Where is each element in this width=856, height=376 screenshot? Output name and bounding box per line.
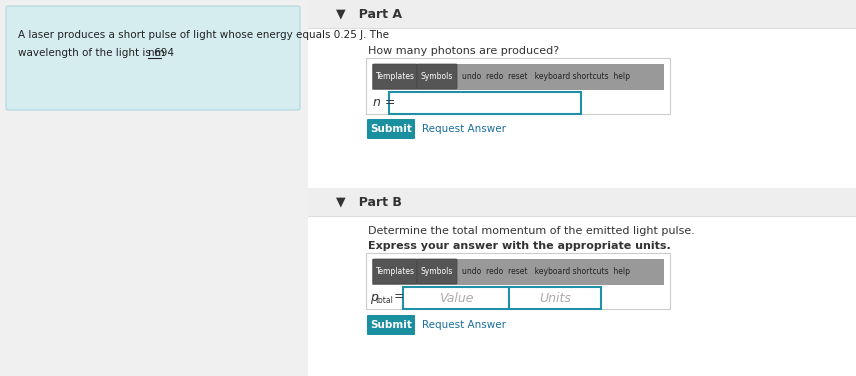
Text: Symbols: Symbols bbox=[421, 72, 453, 81]
FancyBboxPatch shape bbox=[373, 259, 417, 284]
FancyBboxPatch shape bbox=[6, 6, 300, 110]
Text: undo  redo  reset   keyboard shortcuts  help: undo redo reset keyboard shortcuts help bbox=[462, 267, 630, 276]
Text: =: = bbox=[394, 291, 405, 303]
Text: ▼   Part B: ▼ Part B bbox=[336, 196, 401, 209]
Bar bbox=[308, 188, 856, 216]
Text: n =: n = bbox=[373, 96, 395, 109]
FancyBboxPatch shape bbox=[367, 315, 415, 335]
Bar bbox=[308, 216, 856, 376]
Text: Submit: Submit bbox=[370, 320, 412, 330]
Text: nm: nm bbox=[147, 48, 164, 58]
Bar bbox=[308, 188, 856, 190]
Text: Express your answer with the appropriate units.: Express your answer with the appropriate… bbox=[368, 241, 671, 251]
Text: Templates: Templates bbox=[376, 72, 414, 81]
FancyBboxPatch shape bbox=[389, 92, 581, 114]
Text: ▼   Part A: ▼ Part A bbox=[336, 8, 402, 21]
FancyBboxPatch shape bbox=[366, 58, 670, 114]
Text: p: p bbox=[370, 291, 377, 303]
FancyBboxPatch shape bbox=[367, 119, 415, 139]
Bar bbox=[372, 259, 664, 285]
Text: Symbols: Symbols bbox=[421, 267, 453, 276]
Text: Determine the total momentum of the emitted light pulse.: Determine the total momentum of the emit… bbox=[368, 226, 695, 236]
Bar bbox=[308, 0, 856, 376]
FancyBboxPatch shape bbox=[403, 287, 509, 309]
FancyBboxPatch shape bbox=[417, 259, 457, 284]
Bar bbox=[308, 28, 856, 188]
Text: Request Answer: Request Answer bbox=[422, 320, 506, 330]
Text: .: . bbox=[161, 48, 164, 58]
Text: Units: Units bbox=[539, 291, 571, 305]
Text: wavelength of the light is 694: wavelength of the light is 694 bbox=[18, 48, 177, 58]
Text: undo  redo  reset   keyboard shortcuts  help: undo redo reset keyboard shortcuts help bbox=[462, 72, 630, 81]
FancyBboxPatch shape bbox=[373, 64, 417, 89]
FancyBboxPatch shape bbox=[417, 64, 457, 89]
Text: Templates: Templates bbox=[376, 267, 414, 276]
Bar bbox=[372, 64, 664, 90]
Text: Submit: Submit bbox=[370, 124, 412, 134]
FancyBboxPatch shape bbox=[366, 253, 670, 309]
Text: A laser produces a short pulse of light whose energy equals 0.25 J. The: A laser produces a short pulse of light … bbox=[18, 30, 389, 40]
FancyBboxPatch shape bbox=[509, 287, 601, 309]
Text: Request Answer: Request Answer bbox=[422, 124, 506, 134]
Text: Value: Value bbox=[439, 291, 473, 305]
Text: total: total bbox=[376, 296, 394, 305]
Text: How many photons are produced?: How many photons are produced? bbox=[368, 46, 559, 56]
Bar bbox=[308, 0, 856, 28]
